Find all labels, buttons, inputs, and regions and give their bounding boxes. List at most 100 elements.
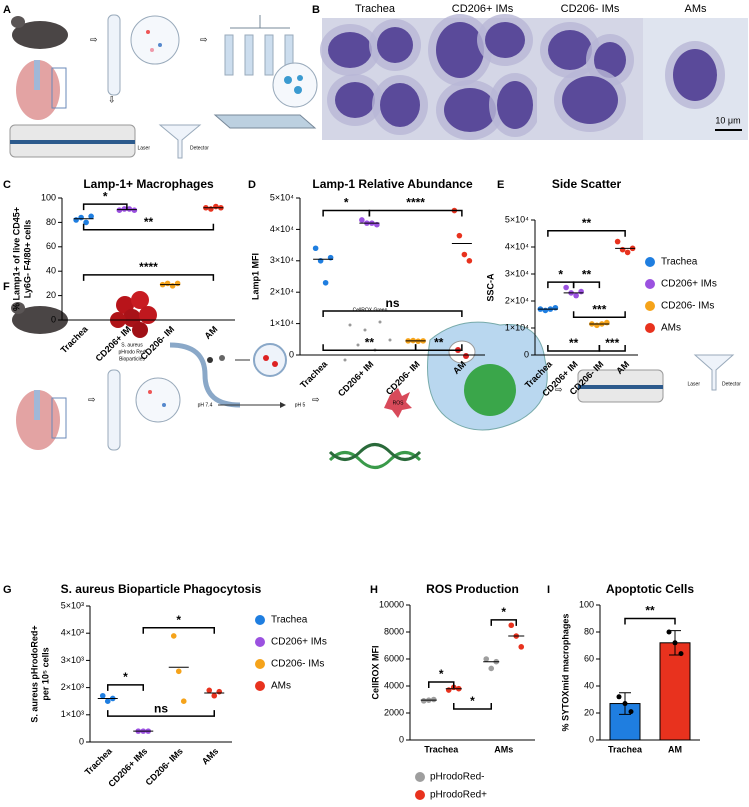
significance-bracket: [82, 223, 215, 231]
y-tick-label: 2×10⁴: [270, 287, 294, 297]
x-tick-label: AM: [668, 744, 682, 754]
arrow: ⇨: [555, 384, 563, 394]
significance-bracket: [322, 209, 371, 217]
chart-title: Lamp-1+ Macrophages: [83, 177, 214, 191]
y-tick-label: 2×10⁴: [505, 295, 529, 305]
data-point: [488, 665, 495, 672]
panel-label: F: [3, 281, 10, 293]
micrograph-label: CD206+ IMs: [452, 3, 514, 15]
data-point: [78, 214, 84, 221]
y-tick-label: 40: [584, 680, 594, 690]
significance-label: **: [144, 215, 154, 229]
legend-swatch: [645, 301, 655, 311]
y-tick-label: 100: [41, 192, 56, 202]
laser-label: Laser: [137, 145, 150, 151]
y-tick-label: 5×10³: [61, 600, 84, 610]
y-axis-label: Lamp1 MFI: [250, 253, 260, 300]
data-point: [619, 246, 626, 253]
significance-bracket: [107, 684, 144, 691]
y-tick-label: 3×10⁴: [270, 255, 294, 265]
data-point: [359, 217, 365, 223]
nucleus: [328, 32, 372, 68]
significance-bracket: [572, 281, 601, 289]
y-tick-label: 1×10⁴: [270, 318, 294, 328]
y-axis-label: S. aureus pHrodoRed+: [29, 625, 39, 722]
y-axis-label: CellROX MFI: [370, 645, 380, 699]
arrow: ⇨: [200, 34, 208, 44]
nucleus: [444, 88, 496, 132]
data-point: [121, 206, 128, 212]
significance-bracket: [322, 310, 463, 318]
data-point: [604, 319, 610, 326]
significance-label: ***: [605, 336, 619, 350]
significance-label: *: [439, 667, 444, 681]
micrograph-label: AMs: [685, 3, 708, 15]
significance-label: *: [123, 670, 128, 684]
chart-title: Side Scatter: [552, 177, 622, 191]
x-tick-label: Trachea: [608, 744, 643, 754]
significance-bracket: [572, 311, 626, 318]
y-tick-label: 4000: [384, 680, 404, 690]
panel-label: E: [497, 179, 504, 191]
legend-label: CD206+ IMs: [661, 279, 717, 290]
data-point: [628, 709, 634, 715]
detector-label: Detector: [722, 381, 741, 387]
data-point: [430, 696, 437, 703]
data-point: [206, 687, 213, 694]
y-tick-label: 5×10⁴: [270, 192, 294, 202]
significance-label: ns: [385, 296, 399, 310]
panel-label: C: [3, 179, 11, 191]
data-point: [678, 651, 684, 657]
y-axis-label: per 10⁵ cells: [40, 647, 50, 700]
significance-label: ns: [154, 701, 168, 715]
x-tick-label: CD206- IM: [384, 359, 422, 397]
ph-label: pH 5: [295, 402, 306, 408]
nucleus: [380, 83, 420, 127]
legend-label: AMs: [661, 323, 681, 334]
data-point: [322, 279, 329, 286]
laser-label: Laser: [687, 381, 700, 387]
legend-swatch: [255, 637, 265, 647]
significance-label: **: [365, 335, 375, 349]
y-tick-label: 1×10⁴: [505, 322, 529, 332]
data-point: [126, 206, 133, 212]
y-tick-label: 4×10⁴: [270, 224, 294, 234]
y-tick-label: 0: [79, 736, 84, 746]
y-tick-label: 80: [584, 626, 594, 636]
x-tick-label: CD206+ IM: [336, 359, 375, 398]
chart-title: S. aureus Bioparticle Phagocytosis: [61, 582, 262, 596]
chart-title: Lamp-1 Relative Abundance: [312, 177, 473, 191]
nucleus: [562, 76, 618, 124]
bar: [659, 642, 691, 741]
y-tick-label: 2000: [384, 707, 404, 717]
data-point: [208, 206, 214, 212]
y-tick-label: 60: [584, 653, 594, 663]
y-tick-label: 0: [289, 349, 294, 359]
x-tick-label: Trachea: [83, 745, 115, 777]
significance-label: *: [176, 613, 181, 627]
significance-label: *: [501, 605, 506, 619]
data-point: [578, 288, 584, 295]
data-point: [312, 245, 319, 252]
data-point: [552, 304, 559, 311]
significance-label: **: [645, 604, 655, 618]
significance-label: ****: [406, 196, 425, 210]
data-point: [624, 249, 631, 256]
legend-swatch: [255, 659, 265, 669]
significance-label: *: [103, 189, 108, 203]
y-tick-label: 1×10³: [61, 709, 84, 719]
data-point: [420, 698, 427, 704]
panel-b-micrographs: B Trachea CD206+ IMs CD206- IMs AMs 10 μm: [312, 3, 748, 140]
micrograph-label: CD206- IMs: [561, 3, 620, 15]
legend-label: Trachea: [661, 257, 698, 268]
legend-swatch: [645, 257, 655, 267]
legend-label: pHrodoRed+: [430, 790, 487, 801]
data-point: [104, 698, 111, 704]
data-point: [73, 217, 79, 223]
data-point: [213, 203, 219, 210]
data-point: [456, 232, 463, 239]
significance-label: **: [582, 216, 592, 230]
nucleus: [594, 42, 626, 78]
legend-label: CD206+ IMs: [271, 637, 327, 648]
